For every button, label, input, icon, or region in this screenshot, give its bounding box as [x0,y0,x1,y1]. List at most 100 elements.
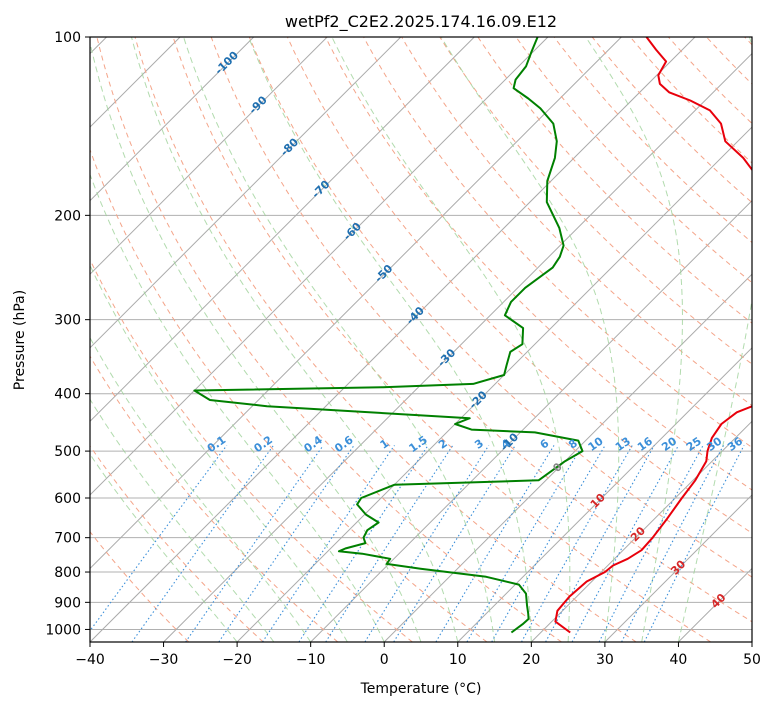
y-tick-label: 400 [54,387,81,403]
isotherm-label: -90 [246,93,269,116]
dry-adiabat [90,355,339,642]
y-tick-label: 700 [54,531,81,547]
isotherm-label: -60 [341,220,364,243]
mixing-ratio-line [364,445,490,642]
mixing-ratio-label: 0.1 [205,433,228,455]
isotherm-line [678,567,752,642]
y-tick-label: 600 [54,491,81,507]
mixing-ratio-line [185,445,324,642]
dry-adiabat [90,148,488,642]
moist-adiabat [90,453,238,642]
isotherm-line [163,52,752,642]
mixing-ratio-line [571,445,679,642]
x-tick-label: −10 [296,652,326,668]
dry-adiabat [90,258,413,642]
dry-adiabat [439,37,752,365]
isotherm-label: 10 [588,491,608,511]
dry-adiabat [401,37,752,407]
mixing-ratio-line [262,445,395,642]
dry-adiabat [325,37,752,491]
dry-adiabat [363,37,752,449]
moist-adiabat [677,37,752,642]
isotherm-label: -20 [467,388,490,411]
dry-adiabat [134,37,637,642]
mixing-ratio-label: 0.2 [252,433,275,455]
dry-adiabat [706,37,752,85]
isotherm-line [530,420,752,642]
isotherm-label: -100 [212,48,241,77]
x-tick-label: −30 [149,652,179,668]
y-tick-label: 200 [54,208,81,224]
mixing-ratio-label: 3 [472,437,486,452]
dry-adiabat [591,37,752,204]
x-tick-label: 0 [380,652,389,668]
moist-adiabat [131,37,459,642]
dry-adiabat [248,37,752,578]
isotherm-line [90,37,475,423]
isotherm-line [90,37,402,349]
dry-adiabat [96,37,562,642]
mixing-ratio-label: 8 [566,437,580,452]
mixing-ratio-line [218,445,355,642]
dry-adiabat [629,37,752,164]
y-tick-label: 800 [54,565,81,581]
mixing-ratio-line [521,445,633,642]
isotherm-line [383,273,752,642]
moist-adiabat [248,37,532,642]
isotherm-line [90,37,255,202]
temperature-profile [554,37,752,634]
x-tick-label: −40 [75,652,105,668]
mixing-ratio-line [466,445,583,642]
x-tick-label: 20 [522,652,540,668]
mixing-ratio-line [90,445,228,632]
mixing-ratio-line [621,445,724,642]
mixing-ratio-label: 6 [538,437,552,452]
isotherm-line [90,37,549,496]
x-axis-label: Temperature (°C) [360,681,482,697]
isotherm-label: -80 [278,135,301,158]
dry-adiabat [553,37,752,244]
mixing-ratio-line [393,445,516,642]
mixing-ratio-label: 1 [378,437,392,452]
dewpoint-profile [193,37,584,634]
y-axis-label: Pressure (hPa) [12,290,28,390]
isotherm-line [236,126,752,642]
mixing-ratio-label: 0.4 [301,433,325,455]
dry-adiabat [210,37,752,623]
isotherm-label: -10 [498,430,521,453]
isotherm-label: 30 [668,557,688,577]
moist-adiabat [90,336,312,642]
mixing-ratio-line [325,445,454,642]
isotherm-label: 40 [708,591,728,611]
isotherm-label: -70 [309,178,332,201]
mixing-ratio-line [643,445,745,642]
moist-adiabat [183,37,496,642]
dry-adiabat [286,37,752,534]
isotherm-line [90,37,696,642]
mixing-ratio-label: 1.5 [407,433,430,455]
y-tick-label: 900 [54,595,81,611]
moist-adiabat [90,40,422,642]
mixing-ratio-line [491,445,606,642]
dry-adiabat [515,37,752,284]
dry-adiabat [744,37,752,46]
mixing-ratio-line [598,445,704,642]
dry-adiabat [477,37,752,324]
x-tick-label: −20 [222,652,252,668]
isotherm-label: -50 [372,262,395,285]
y-tick-label: 300 [54,313,81,329]
mixing-ratio-line [545,445,655,642]
isotherm-line [90,37,328,275]
mixing-ratio-label: 0.6 [332,433,356,455]
mixing-ratio-line [435,445,555,642]
isotherm-line [751,641,752,642]
x-tick-label: 40 [670,652,688,668]
x-tick-label: 30 [596,652,614,668]
moist-adiabat [90,264,348,642]
y-tick-label: 1000 [45,622,81,638]
y-tick-label: 500 [54,444,81,460]
isotherm-line [90,37,622,570]
x-tick-label: 10 [449,652,467,668]
plot-frame [89,36,753,643]
isotherm-label: -30 [435,346,458,369]
